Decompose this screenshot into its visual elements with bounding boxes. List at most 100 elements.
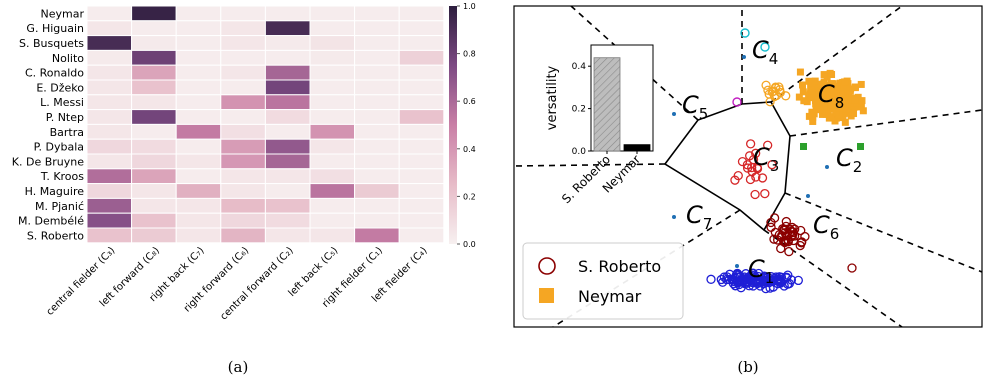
roberto-point-c1 [783,270,793,280]
cluster-label-base: C [752,36,769,64]
cluster-label-sub: 2 [853,158,863,176]
heatmap-cell [175,153,222,170]
cluster-label: C2 [836,144,862,176]
heatmap-cell [220,183,266,199]
heatmap-cell [309,94,356,111]
heatmap-row-label: K. De Bruyne [12,155,84,168]
cluster-label: C7 [686,201,712,233]
heatmap-cell [398,35,445,51]
heatmap-cell [264,79,311,96]
colorbar-tick-label: 0.2 [463,192,476,201]
roberto-point-c3 [745,151,755,161]
cluster-centroid [742,55,746,59]
heatmap-cell [175,79,222,96]
legend-label-roberto: S. Roberto [578,257,661,276]
neymar-point [807,84,815,92]
neymar-point [800,97,808,105]
heatmap-cell [131,79,177,96]
heatmap-cell [131,109,177,125]
heatmap-cell [131,64,177,81]
legend-label-neymar: Neymar [578,287,642,306]
legend-marker-neymar [539,288,554,303]
neymar-point [798,81,806,89]
inset-ylabel: versatility [545,65,560,130]
heatmap-cell [86,20,133,37]
heatmap-cell [175,5,222,22]
heatmap-cell [398,20,445,37]
cluster-label-sub: 6 [830,225,840,243]
neymar-point [820,103,828,111]
roberto-point-c3 [760,188,770,199]
neymar-point [795,93,803,101]
heatmap-cell [264,183,311,199]
c2-square [857,143,864,150]
heatmap-cell [175,168,222,185]
heatmap-cell [309,49,356,66]
neymar-point [809,117,817,125]
neymar-point [820,71,828,79]
neymar-point [839,109,847,117]
neymar-point [808,79,816,87]
heatmap-cell [175,123,222,140]
roberto-point-c6 [779,225,790,235]
roberto-point-c1 [748,268,758,278]
roberto-point-c1 [784,278,795,289]
heatmap-row-label: S. Busquets [19,37,84,50]
neymar-point [835,104,843,112]
heatmap-cell [354,183,400,199]
heatmap-cell [398,183,445,199]
cluster-label: C4 [752,36,778,68]
heatmap-cell [175,183,222,199]
roberto-point-c6 [769,213,780,223]
heatmap-row-label: Bartra [50,126,84,139]
heatmap-cell [398,227,445,244]
inset-ytick-label: 0.0 [572,147,587,157]
inset-bar [623,144,651,152]
heatmap-cell [220,138,266,155]
colorbar-tick-label: 0.0 [463,240,476,249]
heatmap-row-label: M. Pjanić [35,200,84,213]
roberto-point-c8 [781,91,791,101]
heatmap-row-label: Nolito [52,52,84,65]
heatmap-cell [309,197,356,214]
heatmap-cell [354,79,400,96]
roberto-points [706,80,857,294]
roberto-point-c1 [730,273,740,283]
cluster-centroid [672,215,676,219]
heatmap-cell [264,20,311,37]
heatmap-cell [86,183,133,199]
heatmap-cell [86,64,133,81]
neymar-point [821,84,829,92]
heatmap-cell [86,35,133,51]
legend-box [522,242,684,320]
heatmap-cell [309,5,356,22]
heatmap-cell [264,5,311,22]
neymar-point [837,89,845,97]
neymar-point [796,68,804,76]
neymar-point [858,97,866,105]
colorbar-ticks: 0.0 0.2 0.4 0.6 0.8 1.0 [457,2,476,249]
heatmap-row-labels: Neymar G. Higuain S. Busquets Nolito C. Rona… [12,7,85,242]
cluster-label: C1 [748,255,774,287]
heatmap-cell [264,138,311,155]
cluster-label-base: C [686,201,703,229]
heatmap-cell [175,227,222,244]
neymar-point [833,100,841,108]
cluster-label: C6 [813,211,839,243]
heatmap-cell [264,35,311,51]
heatmap-cell [309,35,356,51]
roberto-point-c6 [770,227,781,238]
heatmap-cell [131,5,177,22]
neymar-point [827,96,835,104]
heatmap-cell [220,197,266,214]
heatmap-cell [264,123,311,140]
neymar-point [857,103,865,111]
heatmap-cell [264,197,311,214]
legend: S. Roberto Neymar [522,242,684,320]
heatmap-cell [398,153,445,170]
c2-square [800,143,807,150]
neymar-point [831,117,839,125]
neymar-point [832,94,840,102]
cluster-label-base: C [748,255,765,283]
